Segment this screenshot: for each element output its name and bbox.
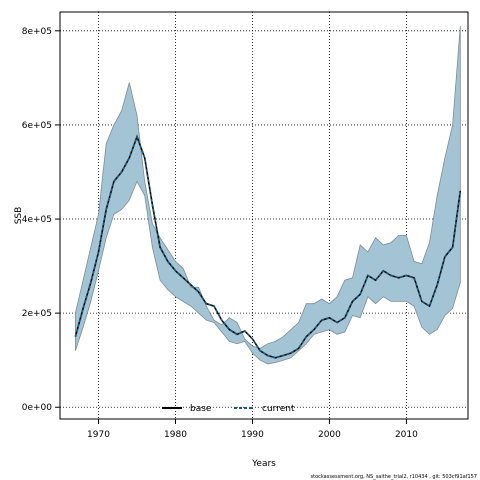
confidence-band-layer <box>75 26 461 365</box>
legend-current-label: current <box>262 404 295 414</box>
y-tick-label: 4e+05 <box>22 215 52 225</box>
y-tick-label: 6e+05 <box>22 121 52 131</box>
y-tick-label: 0e+00 <box>22 403 53 413</box>
y-axis-title: SSB <box>14 207 24 225</box>
x-tick-label: 2010 <box>395 430 418 440</box>
plot-frame <box>59 11 469 420</box>
y-tick-label: 2e+05 <box>22 309 52 319</box>
x-tick-label: 1980 <box>164 430 187 440</box>
legend-base-label: base <box>190 404 212 414</box>
footer-credit: stockassessment.org, NS_saithe_trial2, r… <box>311 474 478 480</box>
confidence-band <box>75 26 461 365</box>
axis-ticks: 1970 1980 1990 2000 2010 0e+00 2e+05 4e+05 6e+05… <box>22 27 418 440</box>
y-tick-label: 8e+05 <box>22 27 52 37</box>
x-tick-label: 1970 <box>87 430 110 440</box>
series-line-current <box>74 134 462 359</box>
x-axis-title: Years <box>251 459 276 469</box>
series-layer <box>74 134 462 359</box>
x-tick-label: 2000 <box>318 430 341 440</box>
x-tick-label: 1990 <box>241 430 264 440</box>
legend: base current <box>162 404 295 414</box>
